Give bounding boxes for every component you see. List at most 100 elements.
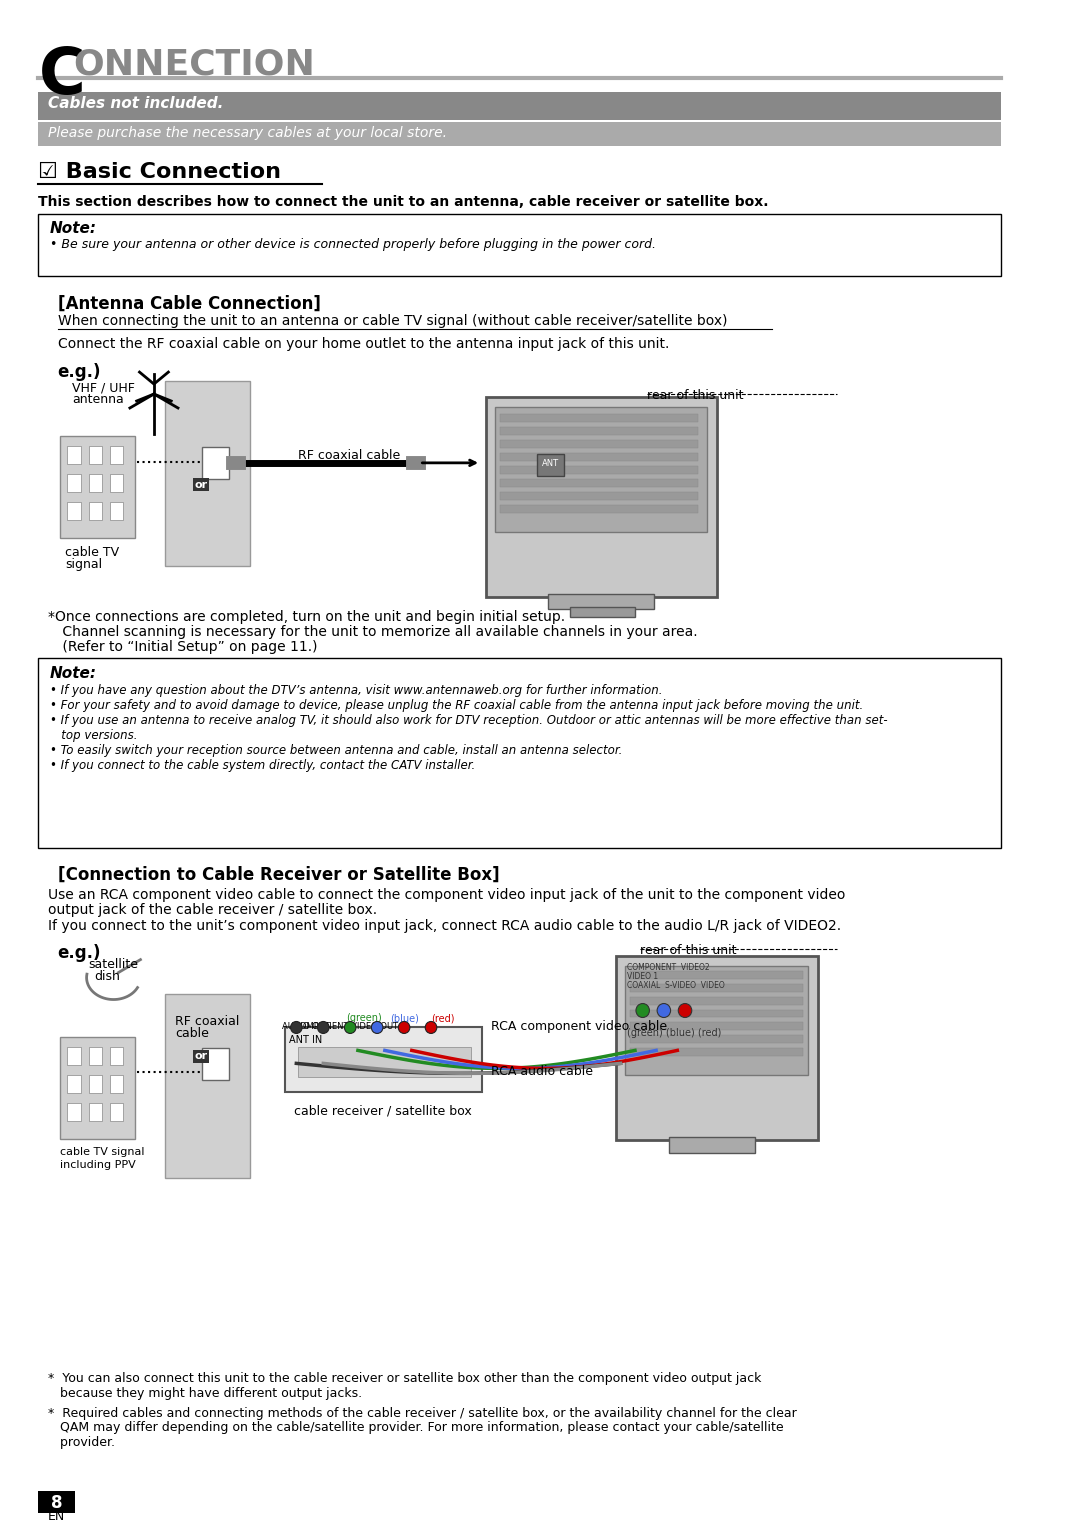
Text: 8: 8 [51,1494,63,1512]
Bar [89,475,102,491]
Text: COAXIAL  S-VIDEO  VIDEO: COAXIAL S-VIDEO VIDEO [627,981,725,989]
Circle shape [426,1021,436,1033]
Text: COMPONENT VIDEO OUT: COMPONENT VIDEO OUT [294,1022,399,1032]
Bar [110,1047,123,1065]
Bar [110,1103,123,1122]
Text: (blue): (blue) [390,1013,419,1024]
Text: Channel scanning is necessary for the unit to memorize all available channels in: Channel scanning is necessary for the un… [57,626,698,639]
Text: Please purchase the necessary cables at your local store.: Please purchase the necessary cables at … [49,125,447,140]
Bar [39,658,1000,848]
Text: • For your safety and to avoid damage to device, please unplug the RF coaxial ca: • For your safety and to avoid damage to… [50,699,863,713]
Bar [89,446,102,464]
Bar [500,491,698,501]
Text: e.g.): e.g.) [57,943,102,961]
Bar [39,122,1000,145]
Bar [67,1076,81,1093]
Bar [298,1047,472,1077]
Text: ANT IN: ANT IN [288,1036,322,1045]
Text: RCA audio cable: RCA audio cable [490,1065,593,1079]
Bar [500,479,698,487]
Text: (red): (red) [431,1013,455,1024]
Text: RCA component video cable: RCA component video cable [490,1021,666,1033]
Bar [625,966,808,1076]
Text: AUDIO OUT: AUDIO OUT [282,1022,329,1032]
Bar [630,971,804,978]
Text: (Refer to “Initial Setup” on page 11.): (Refer to “Initial Setup” on page 11.) [57,641,318,655]
Bar [59,436,135,537]
Text: antenna: antenna [72,394,124,406]
Text: Cables not included.: Cables not included. [49,96,224,111]
Bar [496,407,707,531]
Bar [202,1048,229,1080]
Bar [59,1038,135,1140]
Bar [630,984,804,992]
Text: RF coaxial: RF coaxial [175,1015,240,1029]
Bar [500,414,698,423]
Bar [110,1076,123,1093]
Text: ONNECTION: ONNECTION [73,47,315,82]
Bar [89,1076,102,1093]
Text: RF coaxial cable: RF coaxial cable [298,449,401,462]
Bar [549,594,654,609]
Text: C: C [39,44,85,107]
Bar [630,1010,804,1018]
Text: Note:: Note: [50,667,97,681]
Text: cable: cable [175,1027,208,1041]
Text: output jack of the cable receiver / satellite box.: output jack of the cable receiver / sate… [49,903,377,917]
Bar [500,453,698,461]
Text: COMPONENT  VIDEO2: COMPONENT VIDEO2 [627,963,710,972]
Text: VHF / UHF: VHF / UHF [72,382,135,394]
Bar [67,1047,81,1065]
Text: rear of this unit: rear of this unit [647,389,743,401]
Text: including PPV: including PPV [59,1160,135,1170]
Text: If you connect to the unit’s component video input jack, connect RCA audio cable: If you connect to the unit’s component v… [49,919,841,932]
Bar [110,475,123,491]
Text: or: or [194,479,207,490]
Bar [89,1103,102,1122]
Bar [202,447,229,479]
Bar [669,1137,755,1154]
Circle shape [345,1021,356,1033]
Bar [110,446,123,464]
Bar [537,453,564,476]
Bar [486,397,717,597]
Circle shape [318,1021,329,1033]
Text: [Connection to Cable Receiver or Satellite Box]: [Connection to Cable Receiver or Satelli… [57,865,499,884]
Circle shape [399,1021,409,1033]
Text: • If you connect to the cable system directly, contact the CATV installer.: • If you connect to the cable system dir… [50,758,475,772]
Circle shape [372,1021,383,1033]
Bar [67,1103,81,1122]
Text: • Be sure your antenna or other device is connected properly before plugging in : • Be sure your antenna or other device i… [50,238,656,252]
Text: VIDEO 1: VIDEO 1 [627,972,659,981]
Circle shape [636,1004,649,1018]
Text: (green) (blue) (red): (green) (blue) (red) [627,1029,721,1039]
Text: • If you use an antenna to receive analog TV, it should also work for DTV recept: • If you use an antenna to receive analo… [50,714,888,728]
Text: (green): (green) [346,1013,381,1024]
Bar [67,475,81,491]
Text: This section describes how to connect the unit to an antenna, cable receiver or : This section describes how to connect th… [39,194,769,209]
Text: top versions.: top versions. [50,729,137,742]
Text: cable receiver / satellite box: cable receiver / satellite box [294,1105,472,1117]
Text: provider.: provider. [49,1436,116,1450]
Text: • To easily switch your reception source between antenna and cable, install an a: • To easily switch your reception source… [50,745,622,757]
Bar [500,505,698,513]
Text: cable TV signal: cable TV signal [59,1148,144,1157]
Bar [89,502,102,520]
Bar [39,92,1000,119]
Text: • If you have any question about the DTV’s antenna, visit www.antennaweb.org for: • If you have any question about the DTV… [50,684,662,697]
Bar [500,439,698,449]
Bar [165,993,251,1178]
Bar [630,1048,804,1056]
Text: ☑ Basic Connection: ☑ Basic Connection [39,162,282,182]
Text: Use an RCA component video cable to connect the component video input jack of th: Use an RCA component video cable to conn… [49,888,846,902]
Text: [Antenna Cable Connection]: [Antenna Cable Connection] [57,295,321,313]
Circle shape [291,1021,302,1033]
Text: satellite: satellite [89,958,138,971]
Bar [39,215,1000,276]
Text: dish: dish [94,969,120,983]
Text: Note:: Note: [50,221,97,237]
Bar [630,1022,804,1030]
Text: e.g.): e.g.) [57,363,102,382]
Text: signal: signal [66,557,103,571]
Bar [285,1027,482,1093]
